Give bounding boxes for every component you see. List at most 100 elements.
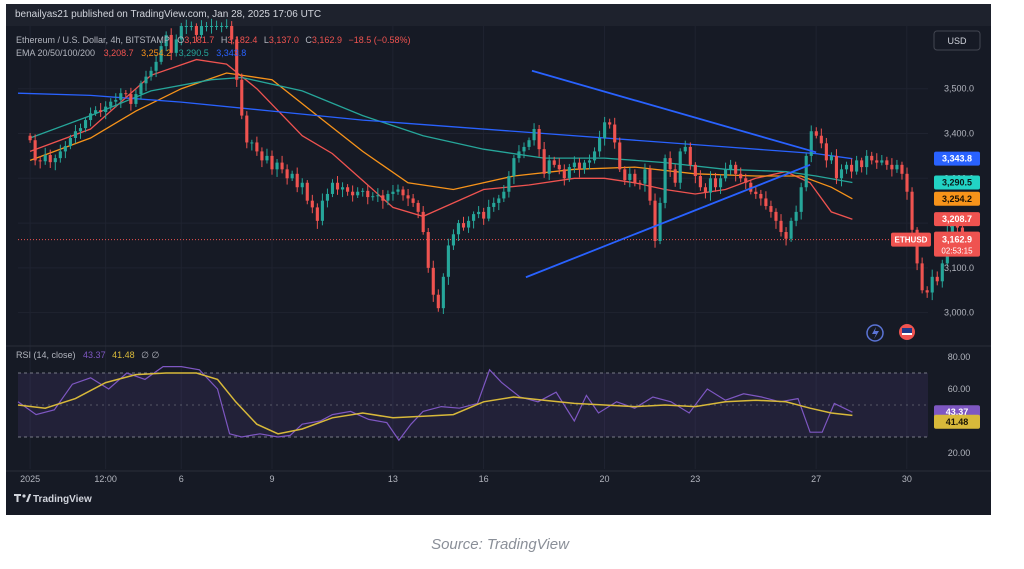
legend-high-label: H xyxy=(221,35,228,45)
candle-body xyxy=(472,214,476,221)
candle-body xyxy=(693,164,697,177)
candle-body xyxy=(955,225,959,228)
candle-body xyxy=(628,173,632,181)
time-tick-label: 13 xyxy=(388,474,398,484)
time-tick-label: 30 xyxy=(902,474,912,484)
candle-body xyxy=(179,26,183,40)
candle-body xyxy=(940,263,944,282)
candle-body xyxy=(73,131,78,138)
time-tick-label: 27 xyxy=(811,474,821,484)
candle-body xyxy=(648,169,652,201)
legend-symbol: Ethereum / U.S. Dollar, 4h, BITSTAMP xyxy=(16,35,170,45)
candle-body xyxy=(477,211,481,215)
candle-body xyxy=(154,61,158,71)
candle-body xyxy=(466,220,471,228)
candle-body xyxy=(124,93,128,95)
time-tick-label: 23 xyxy=(690,474,700,484)
candle-body xyxy=(356,191,360,196)
candle-body xyxy=(497,198,501,203)
legend-close-label: C xyxy=(305,35,312,45)
candle-body xyxy=(114,99,118,102)
candle-body xyxy=(502,191,506,199)
legend-open-value: 3,181.7 xyxy=(184,35,214,45)
candle-body xyxy=(461,223,466,228)
candle-body xyxy=(381,195,385,201)
candle-body xyxy=(658,202,662,241)
candle-body xyxy=(391,191,395,194)
lightning-icon[interactable] xyxy=(866,324,884,342)
candle-body xyxy=(668,158,672,170)
candle-body xyxy=(542,149,546,174)
candle-body xyxy=(169,34,173,53)
rsi-title: RSI (14, close) xyxy=(16,350,76,360)
candle-body xyxy=(784,232,788,239)
candle-body xyxy=(814,131,818,136)
candle-body xyxy=(592,151,597,161)
legend-low-value: 3,137.0 xyxy=(269,35,299,45)
candle-body xyxy=(245,115,249,143)
candle-body xyxy=(174,39,178,53)
candle-body xyxy=(764,198,768,207)
candle-body xyxy=(199,26,204,35)
candle-body xyxy=(366,190,370,198)
ema-lines xyxy=(17,58,928,241)
candle-body xyxy=(371,196,375,198)
candle-body xyxy=(729,164,733,170)
candle-body xyxy=(300,182,304,188)
ema100-badge: 3,290.5 xyxy=(942,178,972,188)
candle-body xyxy=(235,39,239,80)
candle-body xyxy=(754,191,758,194)
candle-body xyxy=(83,120,88,129)
candle-body xyxy=(703,187,707,193)
candle-body xyxy=(552,160,556,165)
trendline-upper xyxy=(531,69,817,154)
candles xyxy=(28,18,965,314)
candle-body xyxy=(789,220,793,239)
candle-body xyxy=(905,173,909,192)
svg-text:Ethereum / U.S. Dollar, 4h, BI: Ethereum / U.S. Dollar, 4h, BITSTAMP O3,… xyxy=(16,35,411,45)
candle-body xyxy=(159,46,163,62)
candle-body xyxy=(189,26,193,27)
candle-body xyxy=(482,211,486,219)
candle-body xyxy=(522,146,526,152)
rsi-ma-value: 41.48 xyxy=(112,350,135,360)
candle-body xyxy=(325,193,330,201)
legend-open-label: O xyxy=(177,35,184,45)
candle-body xyxy=(215,26,219,27)
candle-body xyxy=(507,176,511,192)
legend: Ethereum / U.S. Dollar, 4h, BITSTAMP O3,… xyxy=(16,35,411,58)
candle-body xyxy=(512,158,516,177)
candle-body xyxy=(527,140,531,147)
candle-body xyxy=(547,160,551,174)
candle-body xyxy=(698,176,702,188)
chart-frame: benailyas21 published on TradingView.com… xyxy=(6,4,991,515)
candle-body xyxy=(149,70,153,77)
time-tick-label: 16 xyxy=(479,474,489,484)
candle-body xyxy=(99,110,103,112)
candle-body xyxy=(330,182,335,194)
publish-bar: benailyas21 published on TradingView.com… xyxy=(6,4,991,26)
currency-button[interactable]: USD xyxy=(933,30,981,51)
candle-body xyxy=(638,182,642,184)
rsi-tick-label: 20.00 xyxy=(948,448,971,458)
chart-canvas: 3,000.03,100.03,200.03,300.03,400.03,500… xyxy=(6,18,991,505)
grid xyxy=(6,26,991,469)
candle-body xyxy=(643,169,647,184)
flag-icon[interactable] xyxy=(899,324,915,340)
candle-body xyxy=(376,195,380,197)
candle-body xyxy=(240,79,244,116)
candle-body xyxy=(134,94,138,104)
candle-body xyxy=(562,169,566,179)
time-tick-label: 2025 xyxy=(20,474,40,484)
candle-body xyxy=(895,164,899,170)
candle-body xyxy=(487,206,491,219)
candle-body xyxy=(139,83,143,95)
candle-body xyxy=(779,220,783,233)
candle-body xyxy=(829,155,833,161)
candle-body xyxy=(759,193,763,199)
candle-body xyxy=(260,151,264,161)
candle-body xyxy=(275,162,279,170)
candle-body xyxy=(94,110,98,114)
candle-body xyxy=(880,160,884,163)
candle-body xyxy=(557,164,561,170)
